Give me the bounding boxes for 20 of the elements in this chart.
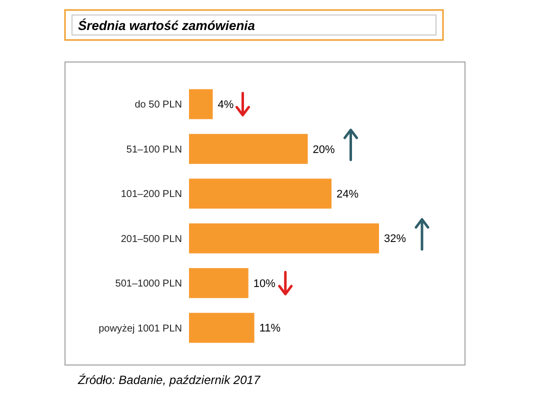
bar [189,312,254,343]
data-label: 11% [259,322,281,335]
bar [189,268,248,298]
text: Źródło: Badanie, październik 2017 [77,373,262,387]
data-label: 32% [384,233,406,246]
y-tick-label: do 50 PLN [134,100,182,111]
data-label: 4% [218,99,234,112]
y-tick-label: powyżej 1001 PLN [98,323,182,334]
bar [189,223,379,254]
y-tick-label: 201–500 PLN [120,234,182,245]
data-label: 20% [312,144,335,156]
data-label: 10% [253,278,276,290]
y-tick-label: 101–200 PLN [120,189,182,200]
bar [189,134,308,164]
bar [189,89,213,120]
data-label: 24% [336,188,359,200]
y-tick-label: 51–100 PLN [126,144,182,156]
chart-title: Średnia wartość zamówienia [78,18,256,33]
bar [189,178,332,209]
y-tick-label: 501–1000 PLN [115,278,182,290]
